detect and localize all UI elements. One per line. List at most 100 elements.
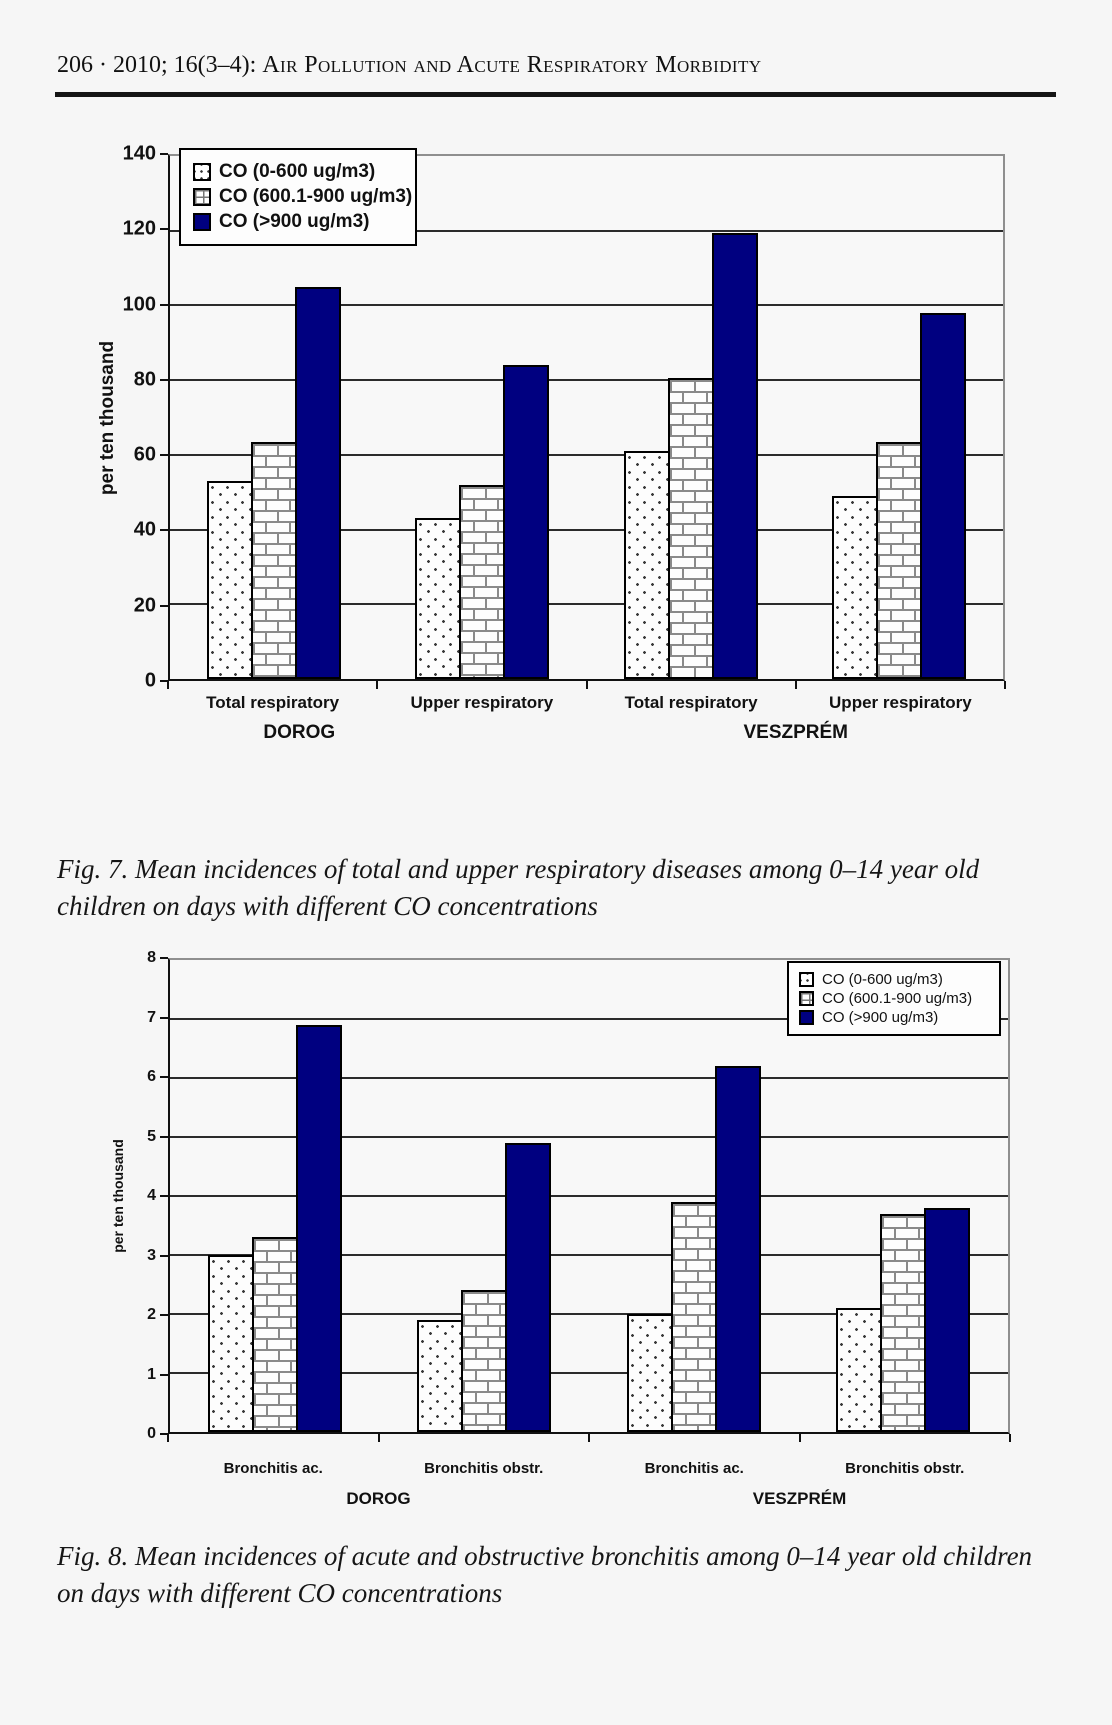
figure8-bar-chart: CO (0-600 ug/m3) CO (600.1-900 ug/m3) CO (… [110, 949, 1011, 1508]
bar [417, 1319, 464, 1432]
bar-group [799, 960, 1009, 1432]
category-label: Bronchitis ac. [644, 1460, 744, 1477]
category-label: Bronchitis ac. [223, 1460, 323, 1477]
x-tick-mark [588, 1434, 590, 1442]
bar [880, 1213, 927, 1432]
gridline [170, 1195, 1008, 1197]
category-label: Bronchitis obstr. [424, 1460, 544, 1477]
gridline [170, 304, 1003, 307]
category-labels: Bronchitis ac. Bronchitis obstr. Bronchiti… [168, 1460, 1010, 1477]
gridline [170, 528, 1003, 531]
figure7-bar-chart: CO (0-600 ug/m3) CO (600.1-900 ug/m3) CO (… [97, 143, 1006, 743]
y-tick-mark [160, 153, 168, 155]
bar-group [378, 156, 586, 679]
y-tick-mark [160, 1076, 168, 1078]
legend-label: CO (0-600 ug/m3) [822, 971, 943, 988]
gridline [170, 1313, 1008, 1315]
bar-group [587, 156, 795, 679]
y-tick-mark [160, 228, 168, 231]
bar-group [170, 960, 380, 1432]
bar [461, 1290, 508, 1432]
y-tick-label: 100 [122, 293, 156, 316]
group-label: DOROG [263, 722, 336, 743]
bar [505, 1142, 552, 1432]
gridline [170, 453, 1003, 456]
y-tick-label: 0 [144, 669, 156, 692]
chart-legend: CO (0-600 ug/m3) CO (600.1-900 ug/m3) CO (… [787, 961, 1001, 1036]
x-tick-mark [798, 1434, 801, 1442]
gridlines-layer [170, 960, 1008, 1432]
bar [714, 1066, 761, 1432]
legend-swatch [193, 188, 211, 206]
gridline [170, 1254, 1008, 1256]
legend-item: CO (0-600 ug/m3) [193, 161, 411, 183]
y-tick-mark [160, 454, 168, 457]
gridline [170, 1136, 1008, 1138]
plot-area: CO (0-600 ug/m3) CO (600.1-900 ug/m3) CO (… [168, 958, 1010, 1434]
y-tick-mark [160, 529, 168, 532]
bar [207, 481, 254, 679]
x-tick-mark [1004, 681, 1006, 689]
y-tick-mark [160, 1195, 168, 1197]
bar [670, 1201, 717, 1432]
x-tick-mark [1009, 1434, 1011, 1442]
y-axis-title: per ten thousand [110, 1139, 126, 1253]
y-tick-mark [160, 680, 168, 682]
city-group-labels: DOROG VESZPRÉM [168, 1489, 1010, 1509]
bar-group [589, 960, 799, 1432]
y-tick-label: 1 [147, 1365, 156, 1383]
bar [459, 484, 506, 679]
y-tick-label: 5 [147, 1127, 156, 1145]
bar [251, 441, 298, 679]
category-label: Bronchitis obstr. [845, 1460, 965, 1477]
city-group-labels: DOROG VESZPRÉM [168, 722, 1005, 744]
legend-label: CO (>900 ug/m3) [822, 1009, 939, 1026]
group-label: VESZPRÉM [743, 722, 849, 743]
y-tick-mark [160, 303, 168, 306]
gridline [170, 1018, 1008, 1020]
y-tick-label: 7 [147, 1008, 156, 1026]
legend-swatch [799, 1010, 814, 1025]
y-tick-mark [160, 1373, 168, 1376]
bar [875, 441, 922, 679]
y-tick-label: 140 [122, 142, 156, 165]
figure8-caption: Fig. 8. Mean incidences of acute and obs… [57, 1541, 1033, 1608]
x-tick-mark [585, 681, 588, 689]
legend-label: CO (0-600 ug/m3) [219, 161, 376, 182]
legend-item: CO (600.1-900 ug/m3) [799, 990, 997, 1007]
bar [711, 232, 758, 679]
y-tick-label: 60 [133, 443, 156, 466]
category-label: Total respiratory [624, 693, 758, 712]
group-label: DOROG [346, 1489, 411, 1508]
y-tick-mark [160, 1314, 168, 1316]
x-tick-mark [377, 1434, 380, 1442]
y-tick-mark [160, 1135, 168, 1138]
page-header: 206 · 2010; 16(3–4): Air Pollution and A… [57, 52, 761, 79]
category-labels: Total respiratory Upper respiratory Total … [168, 693, 1005, 713]
gridline [170, 1372, 1008, 1374]
legend-label: CO (600.1-900 ug/m3) [219, 186, 413, 207]
y-tick-mark [160, 1016, 168, 1019]
bar-group [380, 960, 590, 1432]
y-tick-mark [160, 378, 168, 381]
group-label: VESZPRÉM [752, 1489, 847, 1508]
y-tick-label: 8 [147, 949, 156, 966]
x-tick-mark [794, 681, 797, 689]
bars-layer [170, 960, 1008, 1432]
bar [667, 378, 714, 679]
y-tick-mark [160, 604, 168, 607]
legend-label: CO (600.1-900 ug/m3) [822, 990, 973, 1007]
category-label: Upper respiratory [829, 693, 972, 712]
plot-area: CO (0-600 ug/m3) CO (600.1-900 ug/m3) CO (… [168, 148, 1005, 681]
gridline [170, 1077, 1008, 1079]
bar [836, 1308, 883, 1432]
y-tick-label: 3 [147, 1246, 156, 1264]
bar [415, 518, 462, 679]
bar [623, 451, 670, 679]
x-tick-mark [167, 681, 169, 689]
bar-group [170, 156, 378, 679]
gridline [170, 229, 1003, 232]
legend-item: CO (>900 ug/m3) [193, 211, 411, 233]
y-tick-label: 0 [147, 1425, 156, 1442]
